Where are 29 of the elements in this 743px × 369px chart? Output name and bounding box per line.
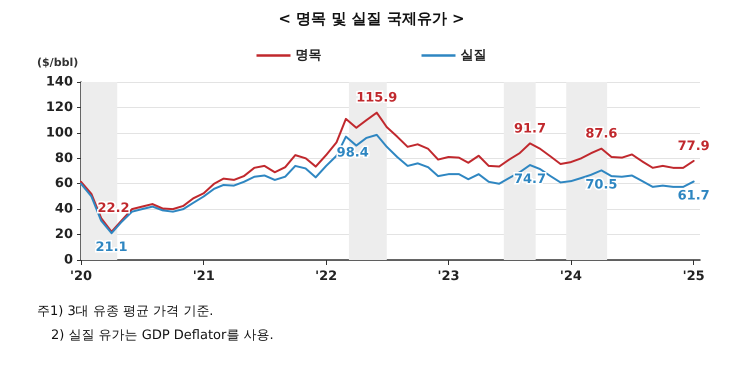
data-label: 70.5 bbox=[585, 177, 618, 192]
x-tick-label: '20 bbox=[70, 269, 92, 284]
y-axis-title: ($/bbl) bbox=[37, 56, 78, 69]
y-tick-label: 60 bbox=[54, 176, 73, 192]
data-label: 115.9 bbox=[356, 90, 398, 106]
data-label: 21.1 bbox=[95, 240, 128, 256]
legend-label: 명목 bbox=[296, 48, 322, 63]
legend-label: 실질 bbox=[460, 48, 486, 63]
text: 주1) 3대 유종 평균 가격 기준. bbox=[37, 304, 214, 319]
x-tick-label: '22 bbox=[315, 269, 338, 284]
y-tick-label: 100 bbox=[46, 125, 73, 140]
data-label: 22.2 bbox=[97, 200, 130, 216]
text: 2) 실질 유가는 GDP Deflator를 사용. bbox=[51, 328, 274, 343]
y-tick-label: 80 bbox=[54, 150, 73, 166]
y-tick-label: 140 bbox=[46, 74, 73, 90]
data-label: 91.7 bbox=[514, 121, 546, 136]
y-tick-label: 120 bbox=[46, 100, 73, 115]
y-tick-label: 0 bbox=[64, 252, 73, 268]
data-label: 74.7 bbox=[514, 172, 546, 188]
data-label: 61.7 bbox=[678, 188, 710, 204]
data-label: 87.6 bbox=[585, 126, 618, 142]
y-tick-label: 40 bbox=[54, 202, 73, 217]
x-tick-label: '24 bbox=[560, 269, 582, 284]
x-tick-label: '21 bbox=[192, 269, 215, 284]
y-tick-label: 20 bbox=[54, 227, 73, 242]
x-tick-label: '25 bbox=[682, 269, 705, 284]
x-tick-label: '23 bbox=[437, 269, 460, 284]
chart-title: < 명목 및 실질 국제유가 > bbox=[278, 10, 465, 28]
data-label: 77.9 bbox=[678, 138, 710, 154]
